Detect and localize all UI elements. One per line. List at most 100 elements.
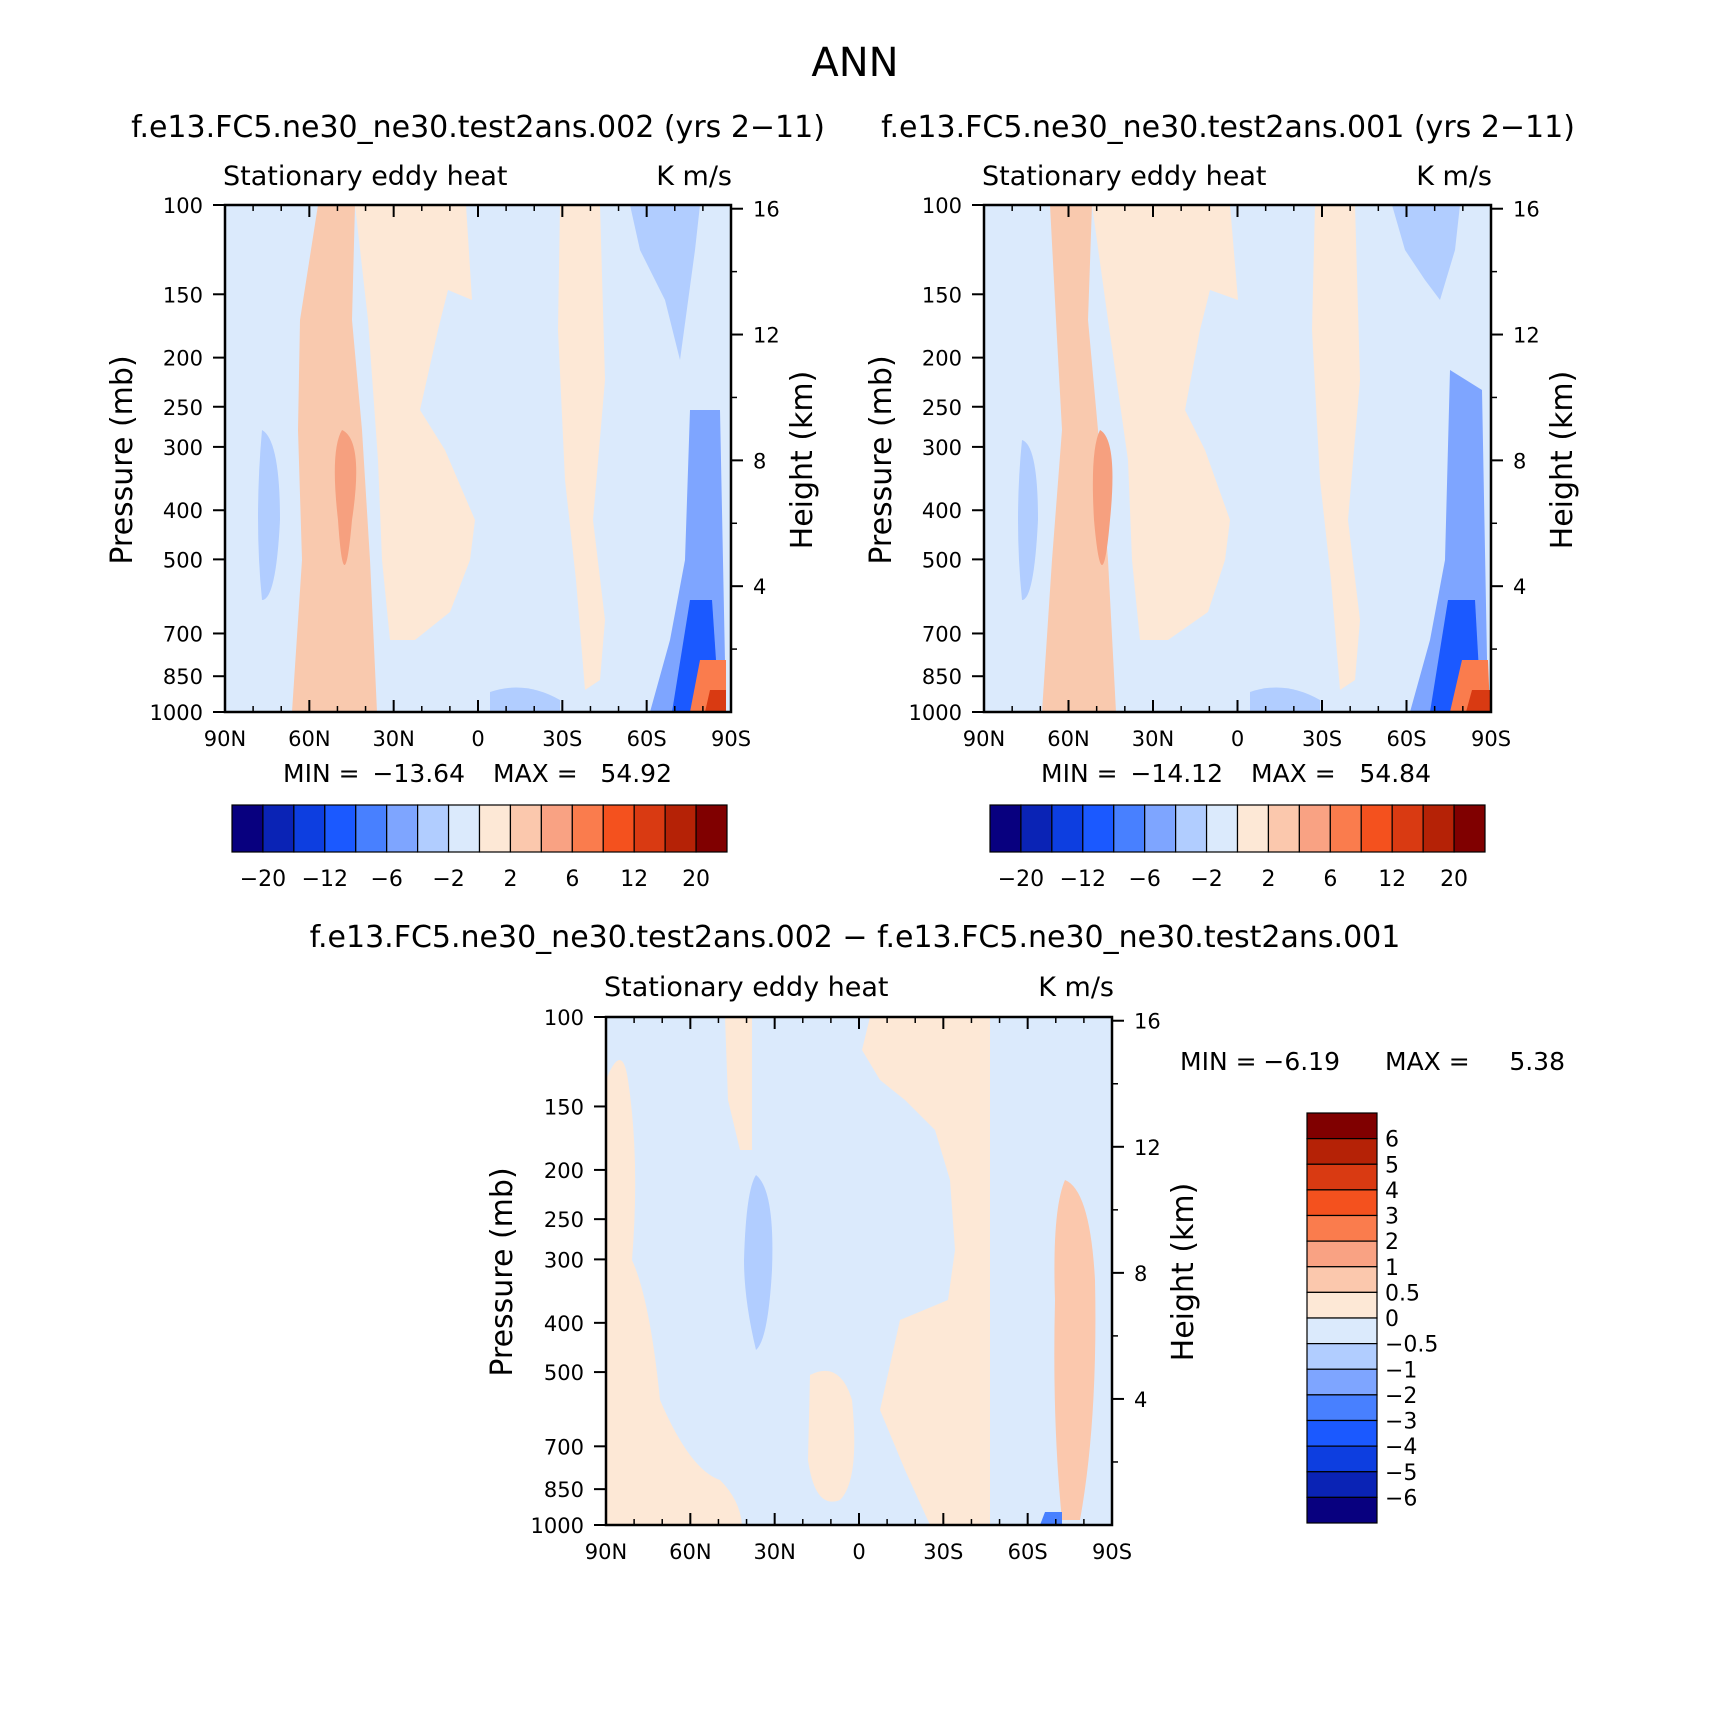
colorbar-label: 5 [1385,1153,1399,1178]
colorbar-box [1306,1368,1378,1396]
panel-1-colorbar: −20 −12 −6 −2 2 6 12 20 [231,804,728,892]
colorbar-label: −12 [1060,867,1106,892]
y-tick-label: 250 [544,1208,584,1232]
y-tick-label: 100 [163,194,203,218]
y-tick-label: 400 [922,499,962,523]
y2-tick-label: 16 [1134,1010,1161,1034]
panel-2-variable-label: Stationary eddy heat [982,161,1267,192]
panel-3-axes: 90N 60N 30N 0 30S 60S 90S 100 150 200 250 300 400 500… [531,1006,1161,1564]
y-tick-label: 150 [922,283,962,307]
colorbar-box [1422,804,1455,853]
y2-tick-label: 12 [753,324,780,348]
colorbar-box [1306,1343,1378,1370]
colorbar-label: 2 [1385,1230,1399,1255]
colorbar-box [989,804,1022,853]
x-tick-label: 60N [1047,727,1089,751]
panel-1-contour-field [225,205,731,712]
y-tick-label: 300 [544,1248,584,1272]
panel-1-ylabel: Pressure (mb) [105,355,140,564]
colorbar-box [1306,1496,1378,1524]
colorbar-label: 0.5 [1385,1281,1420,1306]
y2-tick-label: 12 [1513,324,1540,348]
colorbar-label: 20 [682,867,710,892]
panel-2-contour-field [984,205,1491,712]
y-tick-label: 250 [163,396,203,420]
y-tick-label: 500 [922,548,962,572]
colorbar-box [1175,804,1208,853]
colorbar-box [571,804,604,853]
y2-tick-label: 16 [753,198,780,222]
y-tick-label: 850 [163,665,203,689]
x-tick-label: 0 [471,727,484,751]
colorbar-box [1144,804,1177,853]
x-tick-label: 30N [1132,727,1174,751]
colorbar-label: 2 [1261,867,1275,892]
panel-3-min-label: MIN = [1180,1047,1257,1076]
x-tick-label: 30S [923,1540,963,1564]
colorbar-box [293,804,326,853]
y2-tick-label: 4 [1513,575,1526,599]
colorbar-box [1306,1189,1378,1217]
colorbar-label: −6 [1128,867,1160,892]
x-tick-label: 30N [372,727,414,751]
y-tick-label: 500 [163,548,203,572]
colorbar-box [1113,804,1146,853]
panel-3-max-value: 5.38 [1509,1047,1565,1076]
panel-2-units-label: K m/s [1416,161,1492,192]
colorbar-box [664,804,697,853]
colorbar-label: 6 [565,867,579,892]
x-tick-label: 0 [852,1540,865,1564]
panel-2-max-value: 54.84 [1359,759,1431,788]
y2-tick-label: 4 [753,575,766,599]
panel-3: f.e13.FC5.ne30_ne30.test2ans.002 − f.e13… [310,920,1565,1564]
x-tick-label: 60S [1008,1540,1048,1564]
colorbar-box [1306,1266,1378,1293]
colorbar-box [1051,804,1084,853]
panel-3-ylabel: Pressure (mb) [485,1167,520,1376]
panel-3-max-label: MAX = [1385,1047,1470,1076]
panel-2-min-value: −14.12 [1130,759,1223,788]
colorbar-box [1329,804,1362,853]
colorbar-box [1298,804,1331,853]
y2-tick-label: 16 [1513,198,1540,222]
colorbar-box [1306,1445,1378,1473]
panel-2-min-label: MIN = [1041,759,1118,788]
colorbar-label: 1 [1385,1256,1399,1281]
x-tick-label: 60N [669,1540,711,1564]
panel-3-ylabel-right: Height (km) [1166,1183,1201,1362]
colorbar-label: −5 [1385,1461,1417,1486]
y-tick-label: 250 [922,396,962,420]
y-tick-label: 200 [544,1159,584,1183]
y-tick-label: 150 [544,1095,584,1119]
colorbar-label: −6 [370,867,402,892]
y-tick-label: 700 [544,1435,584,1459]
panel-3-contour-field [606,1017,1112,1525]
colorbar-label: 0 [1385,1307,1399,1332]
panel-3-variable-label: Stationary eddy heat [604,972,889,1003]
y-tick-label: 700 [922,622,962,646]
colorbar-box [602,804,635,853]
x-tick-label: 30S [542,727,582,751]
x-tick-label: 60N [288,727,330,751]
colorbar-label: −20 [998,867,1044,892]
x-tick-label: 90S [1471,727,1511,751]
panel-3-units-label: K m/s [1038,972,1114,1003]
y-tick-label: 1000 [909,701,962,725]
panel-1-title: f.e13.FC5.ne30_ne30.test2ans.002 (yrs 2−… [131,110,825,145]
x-tick-label: 0 [1231,727,1244,751]
y-tick-label: 200 [163,347,203,371]
y2-tick-label: 4 [1134,1388,1147,1412]
panel-1: f.e13.FC5.ne30_ne30.test2ans.002 (yrs 2−… [105,110,825,892]
colorbar-label: −6 [1385,1486,1417,1511]
x-tick-label: 90N [585,1540,627,1564]
colorbar-box [1306,1163,1378,1191]
colorbar-box [355,804,388,853]
y-tick-label: 850 [544,1478,584,1502]
colorbar-box [1306,1394,1378,1422]
x-tick-label: 90N [963,727,1005,751]
colorbar-label: −12 [302,867,348,892]
y-tick-label: 100 [922,194,962,218]
colorbar-label: −4 [1385,1435,1417,1460]
